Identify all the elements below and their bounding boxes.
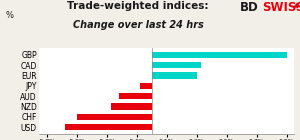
Text: Change over last 24 hrs: Change over last 24 hrs — [73, 20, 203, 30]
Bar — [140, 83, 152, 89]
Bar — [152, 52, 286, 58]
Bar — [118, 93, 152, 99]
Text: SWISS: SWISS — [262, 1, 300, 14]
Text: Trade-weighted indices:: Trade-weighted indices: — [67, 1, 209, 11]
Bar — [64, 124, 152, 130]
Text: %: % — [6, 11, 14, 20]
Text: BD: BD — [240, 1, 259, 14]
Bar — [76, 114, 152, 120]
Bar — [111, 103, 152, 110]
Text: ▲: ▲ — [292, 1, 299, 9]
Bar — [152, 72, 196, 79]
Bar — [152, 62, 201, 68]
